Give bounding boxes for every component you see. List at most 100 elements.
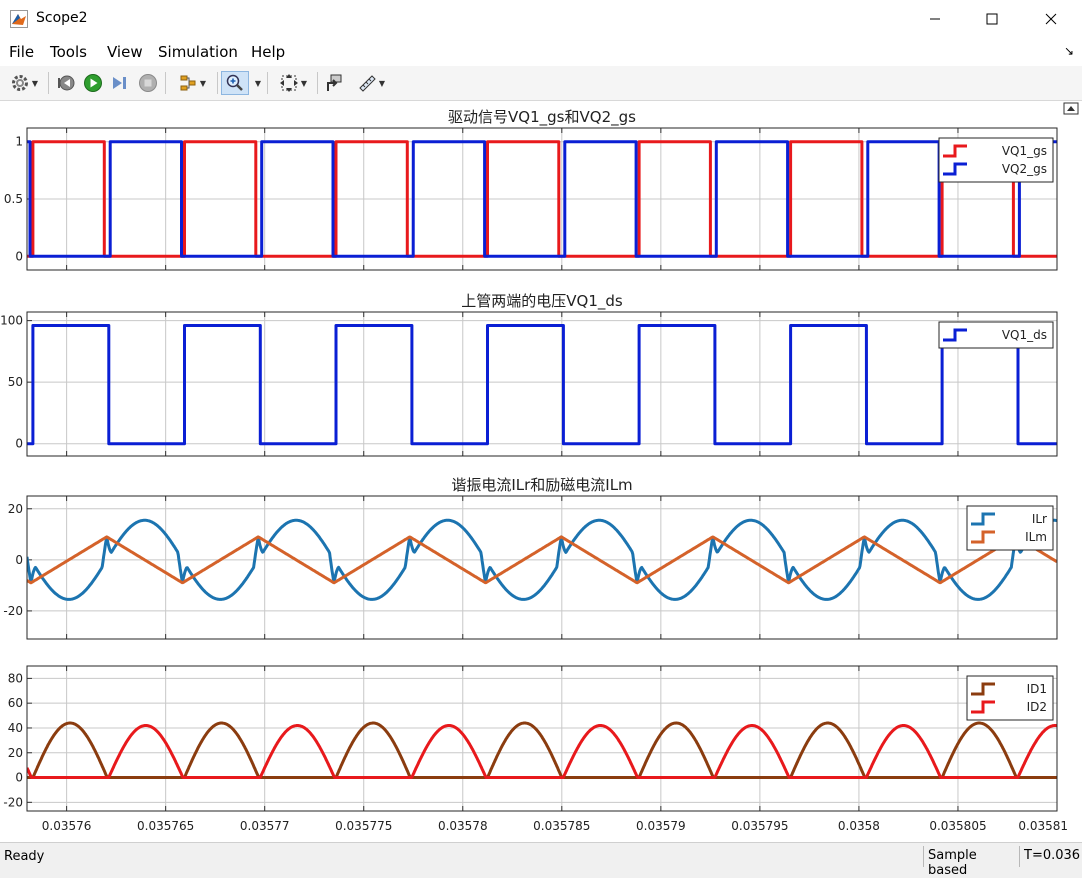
close-icon xyxy=(1045,13,1057,25)
minimize-button[interactable] xyxy=(912,0,958,38)
legend-swatch xyxy=(943,144,967,158)
menu-view[interactable]: View xyxy=(107,43,143,61)
x-tick-label: 0.03576 xyxy=(42,819,92,833)
y-tick-label: 50 xyxy=(8,375,23,389)
toolbar-separator xyxy=(267,72,268,94)
matlab-icon xyxy=(10,10,28,28)
signal-selector-button[interactable]: ▼ xyxy=(172,71,212,95)
minimize-icon xyxy=(930,18,940,20)
plot-frame xyxy=(26,311,1058,457)
signal-selector-icon xyxy=(180,75,196,91)
legend-label: VQ1_gs xyxy=(1002,144,1047,158)
menu-tools[interactable]: Tools xyxy=(50,43,87,61)
y-tick-label: 20 xyxy=(8,746,23,760)
dropdown-arrow-icon: ▼ xyxy=(378,78,386,88)
y-tick-label: 0 xyxy=(15,553,23,567)
y-tick-label: 60 xyxy=(8,696,23,710)
legend-label: VQ2_gs xyxy=(1002,162,1047,176)
legend-box xyxy=(938,321,1054,349)
measurement-ruler-icon xyxy=(359,75,376,92)
step-back-icon xyxy=(58,75,75,91)
legend-label: ILr xyxy=(1032,512,1047,526)
stop-icon xyxy=(139,74,157,92)
y-tick-label: 100 xyxy=(0,314,23,328)
legend-label: ID2 xyxy=(1027,700,1047,714)
undock-icon[interactable] xyxy=(1063,102,1079,115)
toolbar-separator xyxy=(217,72,218,94)
series-line-ID1 xyxy=(27,721,1057,779)
chart-title: 驱动信号VQ1_gs和VQ2_gs xyxy=(448,108,636,127)
y-tick-label: 20 xyxy=(8,502,23,516)
series-line-ID2 xyxy=(27,724,1057,779)
toolbar-separator xyxy=(48,72,49,94)
x-tick-label: 0.03579 xyxy=(636,819,686,833)
step-back-button[interactable] xyxy=(54,71,78,95)
legend-swatch xyxy=(943,162,967,176)
run-button[interactable] xyxy=(81,71,105,95)
maximize-button[interactable] xyxy=(969,0,1015,38)
series-line-ILm xyxy=(27,535,1057,585)
plot-frame xyxy=(26,127,1058,271)
step-forward-icon xyxy=(113,77,126,89)
gear-icon xyxy=(11,75,28,91)
dock-arrow-icon[interactable]: ↘ xyxy=(1063,44,1074,58)
chart-title: 谐振电流ILr和励磁电流ILm xyxy=(451,476,632,494)
x-tick-label: 0.035795 xyxy=(731,819,788,833)
x-tick-label: 0.035775 xyxy=(335,819,392,833)
step-forward-button[interactable] xyxy=(108,71,132,95)
menu-help[interactable]: Help xyxy=(251,43,286,61)
x-tick-label: 0.03578 xyxy=(438,819,488,833)
legend-label: ILm xyxy=(1025,530,1047,544)
series-line-ILr xyxy=(27,518,1057,601)
legend-swatch xyxy=(971,700,995,714)
chart-panel-3: 谐振电流ILr和励磁电流ILm -20 0 20 ILr ILm xyxy=(3,476,1058,640)
y-tick-label: 0 xyxy=(15,771,23,785)
legend-swatch xyxy=(971,530,995,544)
dropdown-arrow-icon: ▼ xyxy=(199,78,207,88)
plot-background xyxy=(27,312,1057,456)
legend-swatch xyxy=(943,328,967,342)
x-tick-label: 0.035765 xyxy=(137,819,194,833)
zoom-dropdown[interactable]: ▼ xyxy=(252,71,262,95)
x-tick-label: 0.035805 xyxy=(929,819,986,833)
run-icon xyxy=(84,74,102,92)
status-ready: Ready xyxy=(4,849,45,864)
title-bar: Scope2 xyxy=(0,0,1082,38)
status-time: T=0.036 xyxy=(1019,846,1081,867)
dropdown-arrow-icon: ▼ xyxy=(254,78,262,88)
y-tick-label: 0 xyxy=(15,437,23,451)
y-tick-label: -20 xyxy=(3,795,23,809)
toolbar-separator xyxy=(317,72,318,94)
chart-panel-1: 驱动信号VQ1_gs和VQ2_gs 0 0.5 1 VQ1_gs VQ2_gs xyxy=(4,108,1058,271)
dropdown-arrow-icon: ▼ xyxy=(300,78,308,88)
y-tick-label: 0.5 xyxy=(4,192,23,206)
highlight-block-icon xyxy=(327,74,342,91)
legend-label: VQ1_ds xyxy=(1002,328,1047,342)
status-sample-mode: Sample based xyxy=(923,846,1017,878)
toolbar: ▼ ▼ ▼ ▼ xyxy=(0,66,1082,101)
highlight-block-button[interactable] xyxy=(323,71,347,95)
chart-panel-2: 上管两端的电压VQ1_ds 0 50 100 VQ1_ds xyxy=(0,292,1058,457)
menu-bar: File Tools View Simulation Help ↘ xyxy=(0,38,1082,66)
configuration-properties-button[interactable]: ▼ xyxy=(4,71,44,95)
legend-swatch xyxy=(971,682,995,696)
series-line-VQ1_ds xyxy=(27,324,1057,446)
y-tick-label: -20 xyxy=(3,604,23,618)
y-tick-label: 40 xyxy=(8,721,23,735)
status-bar: Ready Sample based T=0.036 xyxy=(0,842,1082,878)
menu-simulation[interactable]: Simulation xyxy=(158,43,238,61)
measurement-tools-button[interactable]: ▼ xyxy=(352,71,390,95)
plot-background xyxy=(27,496,1057,639)
menu-file[interactable]: File xyxy=(9,43,35,61)
window-title: Scope2 xyxy=(36,10,88,26)
autoscale-icon xyxy=(279,74,298,92)
y-tick-label: 80 xyxy=(8,671,23,685)
stop-button[interactable] xyxy=(136,71,160,95)
toolbar-separator xyxy=(165,72,166,94)
close-button[interactable] xyxy=(1028,0,1074,38)
autoscale-button[interactable]: ▼ xyxy=(273,71,313,95)
x-tick-label: 0.03577 xyxy=(240,819,290,833)
zoom-in-button[interactable] xyxy=(221,71,249,95)
chart-title: 上管两端的电压VQ1_ds xyxy=(461,292,623,311)
maximize-icon xyxy=(986,13,998,25)
